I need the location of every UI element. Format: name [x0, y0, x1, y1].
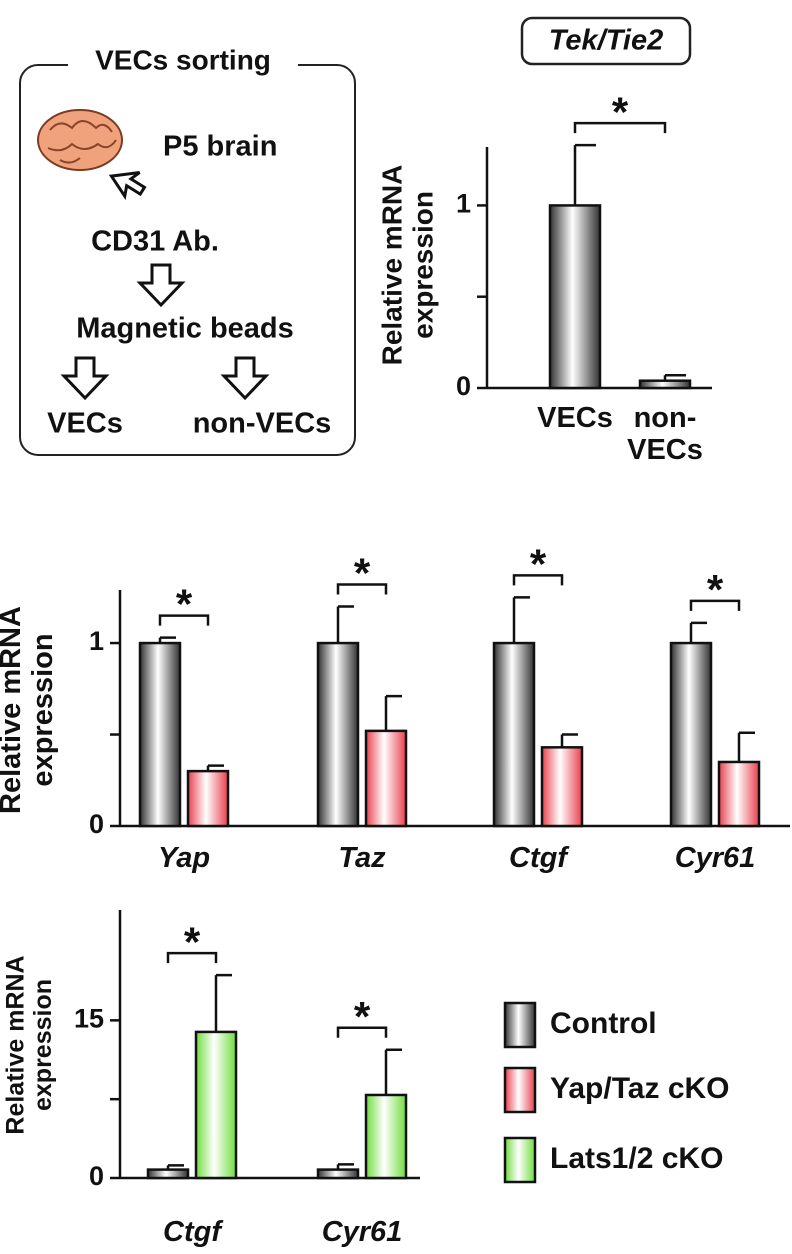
bar: [194, 1030, 238, 1180]
brain-icon: [37, 109, 123, 171]
y-tick-label: 15: [74, 1003, 104, 1033]
bar: [717, 760, 761, 828]
y-label-line: Relative mRNA: [0, 606, 27, 814]
error-bar: [214, 973, 232, 1032]
x-tick-label: Yap: [157, 842, 211, 874]
title-mask: [68, 44, 298, 80]
x-tick-label: Cyr61: [674, 842, 756, 874]
legend-label: Lats1/2 cKO: [550, 1142, 723, 1175]
significance-label: *: [354, 550, 371, 597]
bar: [146, 1168, 190, 1180]
y-label-line: expression: [27, 633, 59, 786]
bar: [364, 1093, 408, 1180]
step-label: P5 brain: [163, 131, 277, 163]
significance-bracket: [336, 583, 388, 595]
y-label-line: expression: [408, 191, 439, 339]
significance-bracket: [158, 614, 210, 626]
y-tick-label: 1: [456, 189, 471, 219]
significance-label: *: [612, 88, 629, 135]
y-tick-label: 0: [89, 1161, 104, 1191]
significance-bracket: [573, 121, 667, 134]
x-tick-label: Taz: [338, 842, 386, 874]
significance-label: *: [707, 566, 724, 613]
legend-swatch: [503, 1066, 537, 1114]
output-label: non-VECs: [193, 408, 332, 440]
arrow: [60, 356, 110, 401]
significance-bracket: [336, 1026, 388, 1038]
error-bar: [573, 143, 596, 206]
y-label-line: Relative mRNA: [377, 165, 408, 366]
error-bar: [336, 605, 354, 644]
error-bar: [737, 731, 755, 762]
bar: [638, 379, 692, 390]
significance-label: *: [354, 993, 371, 1040]
step-label: CD31 Ab.: [91, 226, 219, 258]
bar: [316, 1168, 360, 1180]
x-tick-label: Ctgf: [163, 1216, 221, 1248]
arrow: [136, 263, 186, 308]
bar: [186, 769, 230, 828]
y-label-line: Relative mRNA: [1, 955, 29, 1134]
error-bar: [384, 694, 402, 731]
bar: [540, 746, 584, 828]
error-bar: [689, 621, 707, 644]
x-tick-label: VECs: [537, 402, 613, 434]
significance-label: *: [176, 581, 193, 628]
y-axis-label: Relative mRNAexpression: [0, 606, 59, 814]
bar: [492, 641, 536, 828]
bar: [364, 729, 408, 828]
bar: [669, 641, 713, 828]
error-bar: [384, 1048, 402, 1095]
x-tick-label: non-VECs: [627, 402, 703, 466]
significance-label: *: [530, 540, 547, 587]
y-tick-label: 0: [456, 371, 471, 401]
significance-bracket: [166, 951, 218, 964]
legend-label: Control: [550, 1007, 657, 1040]
x-tick-label: Ctgf: [509, 842, 567, 874]
significance-bracket: [512, 574, 564, 586]
legend-swatch: [503, 1001, 537, 1049]
significance-bracket: [689, 599, 741, 611]
title-box: [520, 16, 692, 66]
y-axis-label: Relative mRNAexpression: [1, 955, 57, 1134]
arrow: [108, 171, 147, 201]
bar: [316, 641, 360, 828]
y-axis-label: Relative mRNAexpression: [377, 165, 439, 366]
significance-label: *: [184, 918, 201, 965]
chart-title: Tek/Tie2: [549, 25, 663, 57]
x-tick-label: Cyr61: [321, 1216, 403, 1248]
diagram-title: VECs sorting: [95, 44, 271, 75]
error-bar: [512, 596, 530, 644]
y-tick-label: 1: [89, 626, 104, 656]
y-tick-label: 0: [89, 809, 104, 839]
legend-label: Yap/Taz cKO: [550, 1072, 730, 1105]
bar: [548, 204, 602, 390]
legend-swatch: [503, 1136, 537, 1184]
output-label: VECs: [47, 408, 123, 440]
step-label: Magnetic beads: [76, 313, 294, 345]
bar: [138, 641, 182, 828]
arrow: [220, 356, 270, 401]
error-bar: [560, 733, 578, 748]
y-label-line: expression: [28, 979, 56, 1111]
